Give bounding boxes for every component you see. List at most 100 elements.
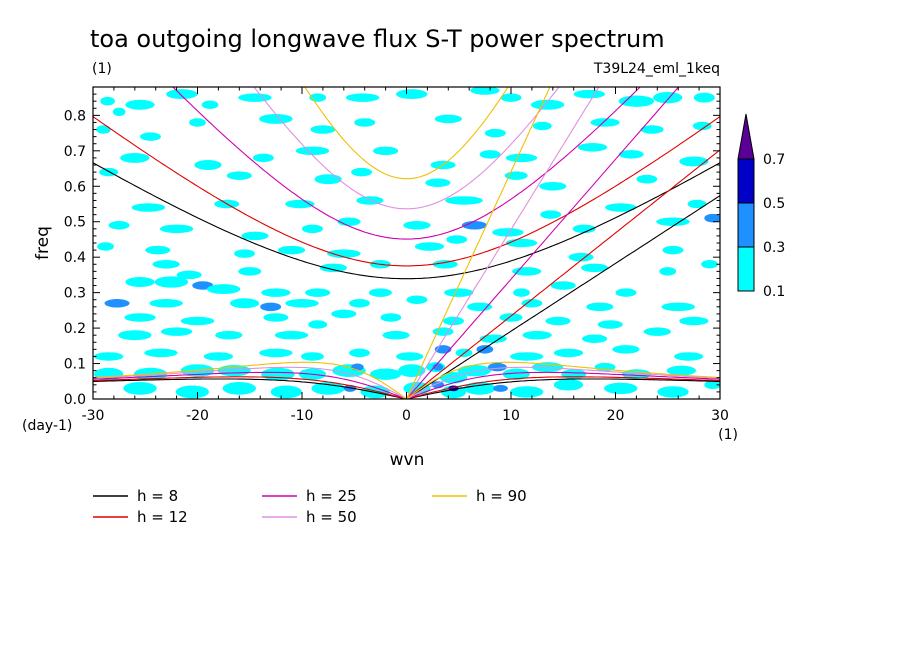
contour-blob-75 — [662, 245, 684, 255]
contour-blob-125 — [479, 334, 507, 343]
contour-blob-123 — [382, 330, 410, 340]
colorbar-arrow — [737, 113, 755, 160]
legend-label-h8: h = 8 — [137, 487, 178, 505]
contour-blob-121 — [274, 330, 309, 340]
axis-ticks: -30 -20 -10 0 10 20 30 0.0 0.1 0.2 0.3 0.4 0.5 0.6 0.7… — [64, 87, 729, 424]
contour-blob-23 — [484, 128, 506, 138]
contour-blob-69 — [277, 245, 306, 255]
curve-inertia-gravity-h50 — [253, 87, 560, 210]
contour-blob-34 — [479, 150, 501, 159]
contour-blob-181 — [704, 380, 720, 390]
contour-blob-104 — [467, 302, 493, 312]
contour-blob-68 — [234, 249, 255, 258]
contour-blob-95 — [550, 281, 576, 290]
y-axis-label: freq — [33, 226, 53, 260]
contour-blob-53 — [605, 203, 637, 212]
curve-rossby-h50 — [93, 366, 720, 399]
contour-blob-175 — [463, 381, 496, 395]
legend-label-h90: h = 90 — [476, 487, 527, 505]
colorbar-label: 0.5 — [763, 196, 785, 212]
contour-blob-178 — [553, 379, 584, 391]
contour-blob-2 — [125, 99, 155, 110]
contour-blob-21 — [354, 118, 376, 127]
contour-blob-105 — [521, 299, 543, 308]
y-tick-label: 0.8 — [64, 108, 86, 124]
y-tick-label: 0.2 — [64, 321, 86, 337]
curve-inertia-gravity-h12 — [93, 116, 720, 267]
x-tick-label: -30 — [82, 408, 105, 424]
contour-blob-113 — [443, 316, 464, 326]
contour-blob-81 — [432, 260, 458, 269]
contour-blob-66 — [97, 242, 114, 251]
chart-title: toa outgoing longwave flux S-T power spe… — [90, 25, 665, 53]
x-tick-label: 30 — [711, 408, 729, 424]
contour-blob-130 — [144, 348, 178, 358]
contour-blob-97 — [104, 299, 130, 308]
contour-blob-129 — [94, 352, 124, 361]
contour-blob-127 — [582, 334, 608, 343]
colorbar-segment-0 — [737, 246, 755, 292]
contour-blob-103 — [406, 295, 428, 304]
y-tick-label: 0.4 — [64, 250, 86, 266]
contour-blob-28 — [120, 152, 150, 163]
contour-blob-31 — [295, 146, 330, 156]
contour-blob-180 — [657, 386, 689, 398]
contour-blob-3 — [166, 89, 198, 100]
colorbar-label: 0.1 — [763, 284, 785, 300]
contour-blob-41 — [314, 174, 342, 185]
contour-blob-55 — [108, 221, 130, 230]
contour-blob-133 — [300, 352, 324, 361]
contour-blob-139 — [509, 352, 544, 361]
contour-blob-83 — [581, 263, 609, 273]
curve-rossby-h12 — [93, 376, 720, 399]
contour-blob-63 — [572, 224, 596, 234]
contour-blob-179 — [604, 382, 638, 395]
curve-rossby-h90 — [93, 361, 720, 399]
contour-blob-166 — [222, 381, 257, 395]
contour-blob-176 — [493, 384, 508, 392]
contour-blob-45 — [539, 182, 567, 191]
contour-blob-67 — [145, 245, 171, 255]
contour-blob-12 — [573, 89, 606, 99]
contour-blob-89 — [206, 284, 241, 295]
contour-blob-19 — [259, 113, 293, 124]
contour-blob-10 — [500, 93, 522, 102]
contour-blob-90 — [261, 288, 291, 297]
contour-blob-11 — [530, 99, 565, 110]
contour-blob-141 — [612, 345, 640, 354]
contour-blob-119 — [160, 327, 193, 336]
contour-blob-38 — [679, 156, 709, 167]
contour-blob-26 — [640, 125, 664, 134]
contour-blob-79 — [319, 263, 347, 273]
contour-blob-73 — [505, 238, 538, 248]
contour-blob-17 — [140, 132, 161, 141]
contour-blob-56 — [159, 224, 194, 234]
contour-blob-0 — [100, 96, 115, 106]
contour-blob-165 — [175, 385, 209, 399]
contour-blob-52 — [540, 210, 562, 219]
contour-blob-30 — [252, 153, 274, 163]
curve-inertia-gravity-h25 — [172, 87, 641, 240]
curve-rossby-h25 — [93, 371, 720, 399]
y-tick-label: 0.0 — [64, 392, 86, 408]
contour-blob-65 — [704, 213, 720, 223]
contour-blob-108 — [124, 313, 156, 322]
contour-blob-134 — [349, 348, 370, 358]
x-axis-label: wvn — [390, 450, 425, 470]
contour-blob-51 — [445, 196, 483, 205]
contour-blob-92 — [368, 288, 392, 297]
contour-blob-163 — [666, 365, 696, 376]
contour-blob-47 — [131, 203, 166, 212]
legend-label-h12: h = 12 — [137, 508, 188, 526]
contour-blob-91 — [305, 288, 331, 297]
contour-blob-49 — [285, 199, 315, 209]
contour-blob-42 — [351, 167, 373, 177]
chart-subtitle-left: (1) — [92, 61, 112, 77]
contour-blob-160 — [561, 369, 587, 380]
contour-blob-157 — [488, 362, 507, 372]
contour-blob-118 — [118, 330, 152, 341]
contour-blob-62 — [492, 228, 524, 237]
contour-blob-96 — [615, 288, 637, 297]
contour-blob-101 — [285, 299, 319, 308]
